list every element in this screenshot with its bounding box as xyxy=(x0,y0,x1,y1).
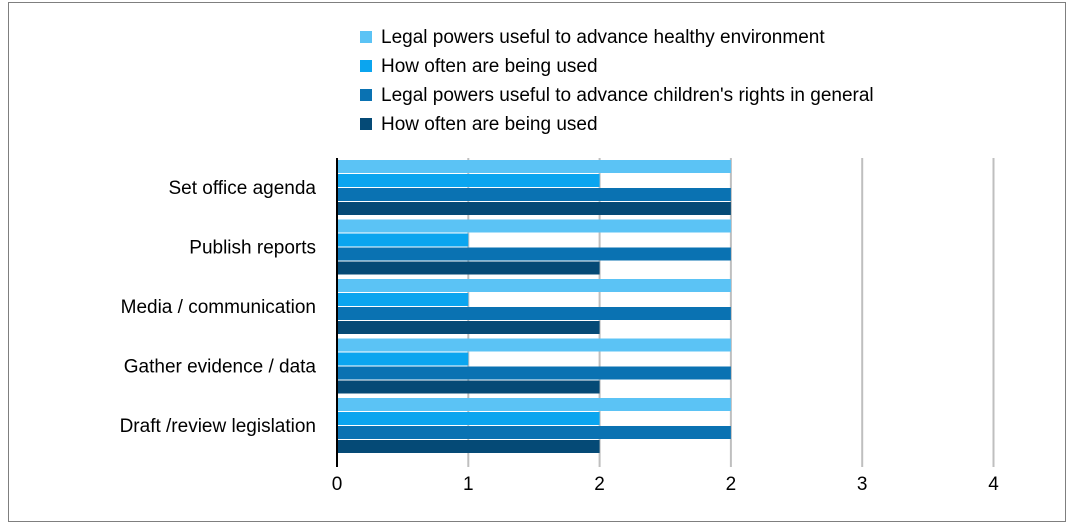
bar xyxy=(337,188,731,201)
legend-swatch xyxy=(360,118,372,130)
bar xyxy=(337,202,731,215)
x-tick-label: 4 xyxy=(988,474,999,495)
x-tick-label: 0 xyxy=(332,474,343,495)
bar xyxy=(337,279,731,292)
category-label: Gather evidence / data xyxy=(124,357,317,378)
category-label: Set office agenda xyxy=(168,178,316,199)
bar xyxy=(337,366,731,380)
x-tick-label: 2 xyxy=(594,474,605,495)
category-label: Draft /review legislation xyxy=(120,416,316,437)
bar xyxy=(337,160,731,173)
bar xyxy=(337,426,731,439)
bar xyxy=(337,174,600,187)
legend-swatch xyxy=(360,89,372,101)
bar xyxy=(337,219,731,233)
x-tick-label: 2 xyxy=(726,474,737,495)
bar xyxy=(337,352,469,366)
bar xyxy=(337,338,731,352)
bar xyxy=(337,261,600,275)
bar xyxy=(337,307,731,320)
bar xyxy=(337,293,469,306)
bar xyxy=(337,247,731,261)
x-tick-label: 1 xyxy=(463,474,474,495)
horizontal-bar-chart: Set office agenda Publish reports Media / … xyxy=(120,27,1000,495)
legend-label: Legal powers useful to advance children'… xyxy=(381,85,874,106)
legend-label: How often are being used xyxy=(381,56,598,77)
bar xyxy=(337,321,600,334)
category-label: Publish reports xyxy=(189,238,316,259)
x-tick-label: 3 xyxy=(857,474,868,495)
category-label: Media / communication xyxy=(121,297,316,318)
bar xyxy=(337,398,731,411)
legend-swatch xyxy=(360,31,372,43)
bar xyxy=(337,412,600,425)
bar xyxy=(337,440,600,453)
legend-label: Legal powers useful to advance healthy e… xyxy=(381,27,825,48)
bar xyxy=(337,233,469,247)
legend-swatch xyxy=(360,60,372,72)
legend-label: How often are being used xyxy=(381,114,598,135)
bar xyxy=(337,380,600,394)
